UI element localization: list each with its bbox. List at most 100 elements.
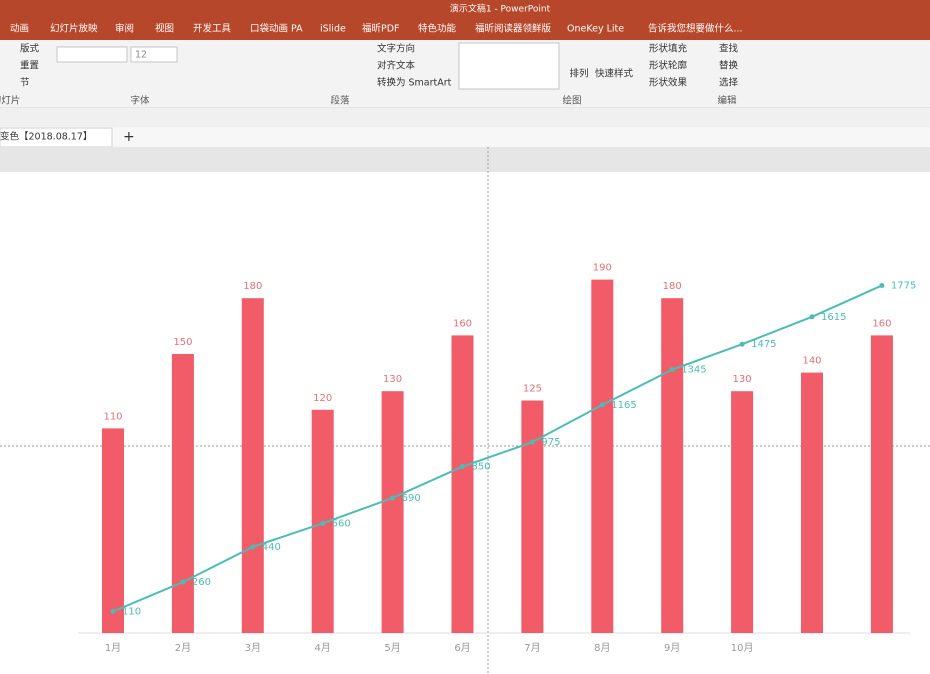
line-value-label: 690 [402, 493, 421, 504]
bar-value-label: 120 [313, 393, 332, 404]
x-tick-label: 1月 [105, 642, 121, 654]
ribbon-tab[interactable]: 福昕PDF [362, 23, 400, 35]
line-value-label: 1775 [891, 280, 916, 291]
ribbon-tab[interactable]: 幻灯片放映 [50, 23, 98, 35]
line-value-label: 1165 [611, 400, 636, 411]
line-point [739, 341, 745, 347]
x-tick-label: 8月 [594, 642, 610, 654]
bar [731, 391, 754, 633]
bar [102, 428, 124, 633]
ribbon-button[interactable]: 形状填充 [649, 43, 688, 55]
bar [801, 372, 823, 633]
bar [870, 335, 893, 633]
ribbon-button[interactable]: 快速样式 [595, 68, 634, 80]
line-point [809, 314, 815, 320]
bar [241, 298, 264, 633]
line-value-label: 1345 [681, 365, 706, 376]
group-label: 绘图 [562, 95, 581, 107]
bar-value-label: 140 [802, 356, 821, 367]
ribbon-tab[interactable]: 口袋动画 PA [250, 23, 303, 35]
x-tick-label: 6月 [454, 642, 470, 654]
toolbar [0, 108, 930, 127]
search-box[interactable]: 告诉我您想要做什么... [648, 23, 743, 35]
bar [381, 391, 404, 633]
bar-value-label: 130 [383, 374, 402, 385]
ribbon-button[interactable]: 排列 [569, 68, 588, 80]
line-point [460, 464, 465, 470]
line-value-label: 1475 [751, 339, 776, 350]
font-size-box[interactable] [130, 46, 178, 63]
bar-value-label: 180 [663, 281, 682, 292]
line-point [390, 495, 396, 501]
bar-value-label: 150 [173, 337, 192, 348]
ribbon-button[interactable]: 替换 [719, 60, 739, 72]
ribbon-button[interactable]: 形状效果 [649, 77, 688, 89]
bar [521, 400, 544, 633]
x-tick-label: 3月 [245, 642, 261, 654]
ribbon-tab[interactable]: 审阅 [115, 23, 134, 35]
line-value-label: 110 [122, 606, 141, 617]
bar-value-label: 130 [733, 374, 752, 385]
ribbon-button[interactable]: 重置 [20, 60, 39, 72]
group-label: 段落 [330, 95, 350, 107]
doc-tab-title[interactable]: 变色【2018.08.17】 [0, 131, 92, 143]
line-point [110, 608, 116, 614]
font-name-box[interactable] [56, 46, 128, 63]
bar [661, 298, 684, 633]
bar-value-label: 110 [103, 411, 122, 422]
font-size[interactable]: 12 [135, 50, 147, 61]
ribbon-tab[interactable]: OneKey Lite [567, 24, 624, 35]
bar-value-label: 190 [593, 263, 612, 274]
line-point [669, 367, 675, 373]
ribbon-button[interactable]: 查找 [719, 43, 739, 55]
canvas-gap [0, 147, 930, 172]
bar-value-label: 180 [243, 281, 262, 292]
ribbon-button[interactable]: 文字方向 [377, 43, 415, 55]
line-point [529, 439, 535, 445]
line-value-label: 260 [192, 577, 211, 588]
ribbon-button[interactable]: 版式 [20, 43, 40, 55]
new-tab[interactable]: + [123, 129, 135, 145]
x-tick-label: 7月 [524, 642, 540, 654]
line-point [879, 282, 885, 288]
line-value-label: 440 [262, 542, 281, 553]
line [112, 284, 883, 613]
doc-tab-bar [0, 127, 930, 147]
line-point [250, 544, 256, 550]
ribbon-button[interactable]: 节 [20, 78, 30, 89]
line-value-label: 560 [332, 518, 351, 529]
x-tick-label: 9月 [664, 642, 680, 654]
title-bar [0, 0, 930, 40]
group-label: 字体 [130, 95, 150, 107]
line-point [320, 520, 326, 526]
ribbon-tab[interactable]: 特色功能 [418, 23, 457, 35]
line-point [180, 579, 186, 585]
shape-gallery[interactable] [458, 42, 560, 90]
x-tick-label: 4月 [315, 642, 331, 654]
ribbon-button[interactable]: 转换为 SmartArt [377, 77, 452, 89]
window-title: 演示文稿1 - PowerPoint [450, 3, 551, 15]
group-label: 编辑 [717, 95, 737, 107]
ribbon-tab[interactable]: 开发工具 [193, 23, 232, 35]
line-value-label: 1615 [821, 312, 846, 323]
ribbon-button[interactable]: 选择 [719, 77, 739, 89]
line-point [599, 402, 605, 408]
x-tick-label: 2月 [175, 642, 191, 654]
line-value-label: 975 [541, 437, 560, 448]
bar [591, 279, 614, 633]
ribbon-button[interactable]: 对齐文本 [377, 60, 416, 72]
bar-value-label: 125 [523, 384, 542, 395]
ribbon-button[interactable]: 形状轮廓 [649, 60, 688, 72]
bar [451, 335, 474, 633]
ribbon-tab[interactable]: iSlide [320, 24, 346, 35]
x-tick-label: 10月 [731, 642, 754, 654]
bar [171, 354, 194, 633]
group-label: 幻灯片 [0, 95, 20, 107]
bar-value-label: 160 [872, 318, 891, 329]
ribbon-tab[interactable]: 福昕阅读器领鲜版 [475, 23, 552, 35]
ribbon-tab[interactable]: 动画 [10, 24, 29, 35]
x-tick-label: 5月 [384, 642, 400, 654]
bar-value-label: 160 [453, 318, 472, 329]
ribbon-tab[interactable]: 视图 [155, 23, 174, 35]
